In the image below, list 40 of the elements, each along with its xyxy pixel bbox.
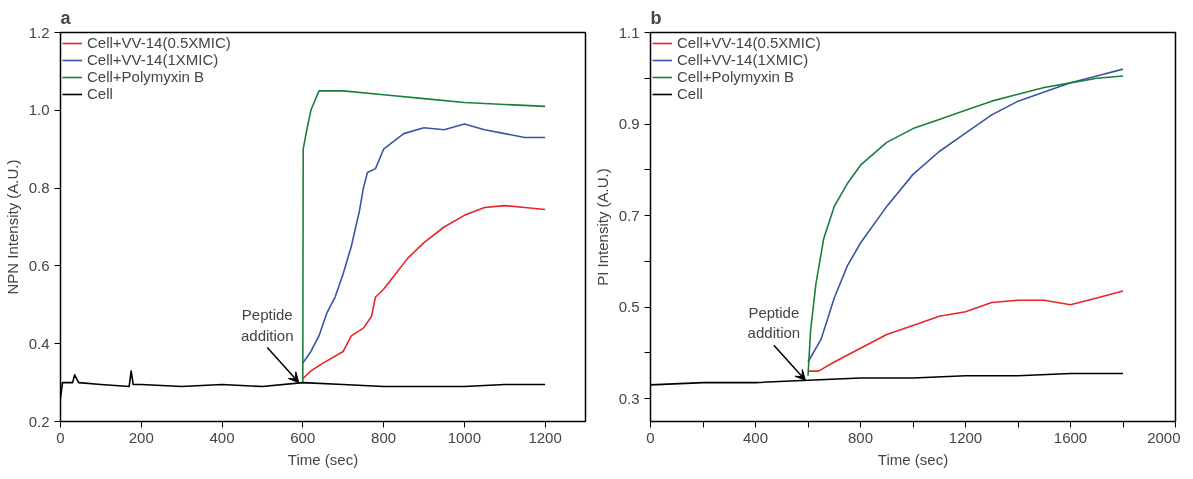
x-tick-label: 0: [646, 428, 655, 446]
x-tick-label: 800: [847, 428, 874, 446]
chart-title: a: [60, 7, 72, 28]
y-tick-label: 0.2: [28, 412, 50, 430]
x-tick-label: 1600: [1053, 428, 1088, 446]
legend-label: Cell: [87, 85, 113, 102]
y-tick-label: 0.5: [618, 298, 640, 316]
y-tick-label: 0.6: [28, 256, 50, 274]
x-tick-label: 0: [56, 428, 65, 446]
legend-label: Cell+VV-14(0.5XMIC): [87, 34, 231, 51]
x-tick-label: 1200: [528, 428, 562, 446]
annotation: Peptide addition: [241, 306, 294, 344]
x-tick-label: 200: [128, 428, 154, 446]
annotation: Peptide addition: [747, 303, 801, 342]
x-tick-label: 400: [742, 428, 769, 446]
y-tick-label: 0.7: [618, 206, 640, 224]
y-axis-title: PI Intensity (A.U.): [593, 168, 611, 286]
x-axis-title: Time (sec): [287, 450, 359, 468]
chart-title: b: [650, 7, 662, 28]
x-axis-title: Time (sec): [877, 450, 949, 468]
y-tick-label: 0.8: [28, 179, 50, 197]
y-tick-label: 1.0: [28, 101, 50, 119]
legend-label: Cell+VV-14(1XMIC): [87, 51, 219, 68]
legend-label: Cell+VV-14(0.5XMIC): [677, 34, 821, 51]
legend-label: Cell+Polymyxin B: [677, 68, 795, 85]
y-tick-label: 0.4: [28, 334, 50, 352]
y-tick-label: 1.2: [28, 23, 50, 41]
y-axis-title: NPN Intensity (A.U.): [3, 159, 21, 295]
y-tick-label: 0.3: [618, 389, 640, 407]
x-tick-label: 1200: [948, 428, 983, 446]
x-tick-label: 400: [209, 428, 235, 446]
legend-label: Cell+Polymyxin B: [87, 68, 205, 85]
x-tick-label: 800: [371, 428, 397, 446]
legend-label: Cell: [677, 85, 703, 102]
x-tick-label: 1000: [447, 428, 482, 446]
x-tick-label: 2000: [1147, 428, 1181, 446]
x-tick-label: 600: [290, 428, 316, 446]
y-tick-label: 1.1: [618, 23, 640, 41]
y-tick-label: 0.9: [618, 115, 640, 133]
legend-label: Cell+VV-14(1XMIC): [677, 51, 809, 68]
